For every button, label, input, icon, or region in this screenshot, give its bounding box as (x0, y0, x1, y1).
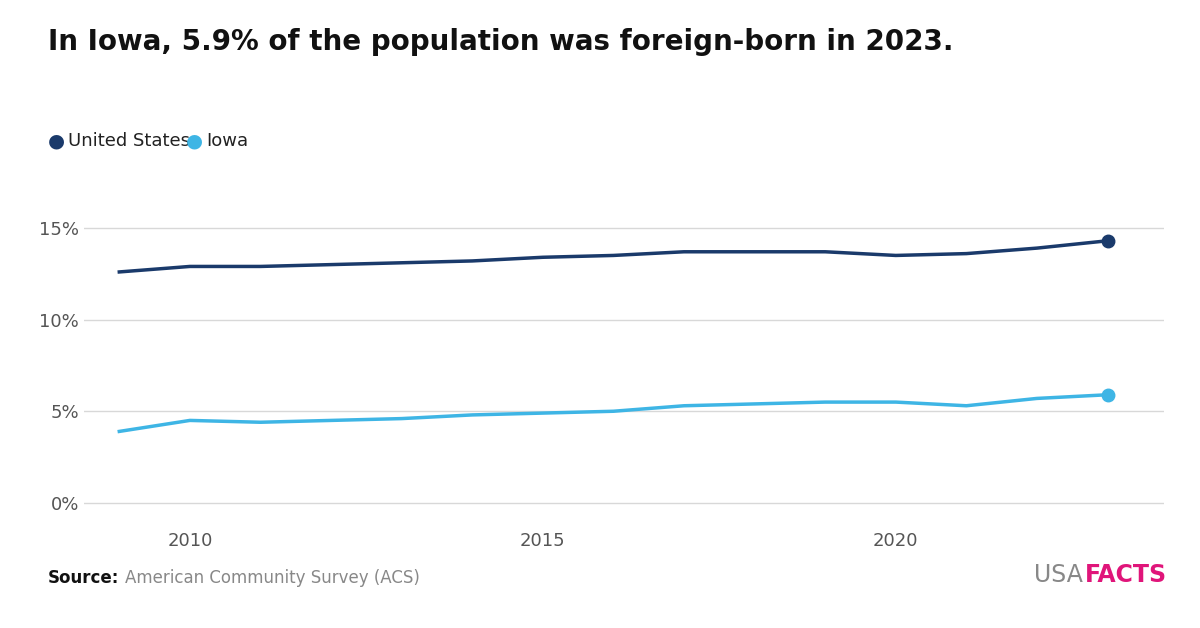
Text: Iowa: Iowa (206, 133, 248, 150)
Text: Source:: Source: (48, 569, 119, 587)
Text: ●: ● (48, 132, 65, 151)
Text: American Community Survey (ACS): American Community Survey (ACS) (125, 569, 420, 587)
Text: ●: ● (186, 132, 203, 151)
Text: USA: USA (1034, 563, 1084, 587)
Text: United States: United States (68, 133, 191, 150)
Text: In Iowa, 5.9% of the population was foreign-born in 2023.: In Iowa, 5.9% of the population was fore… (48, 28, 954, 57)
Text: FACTS: FACTS (1085, 563, 1166, 587)
